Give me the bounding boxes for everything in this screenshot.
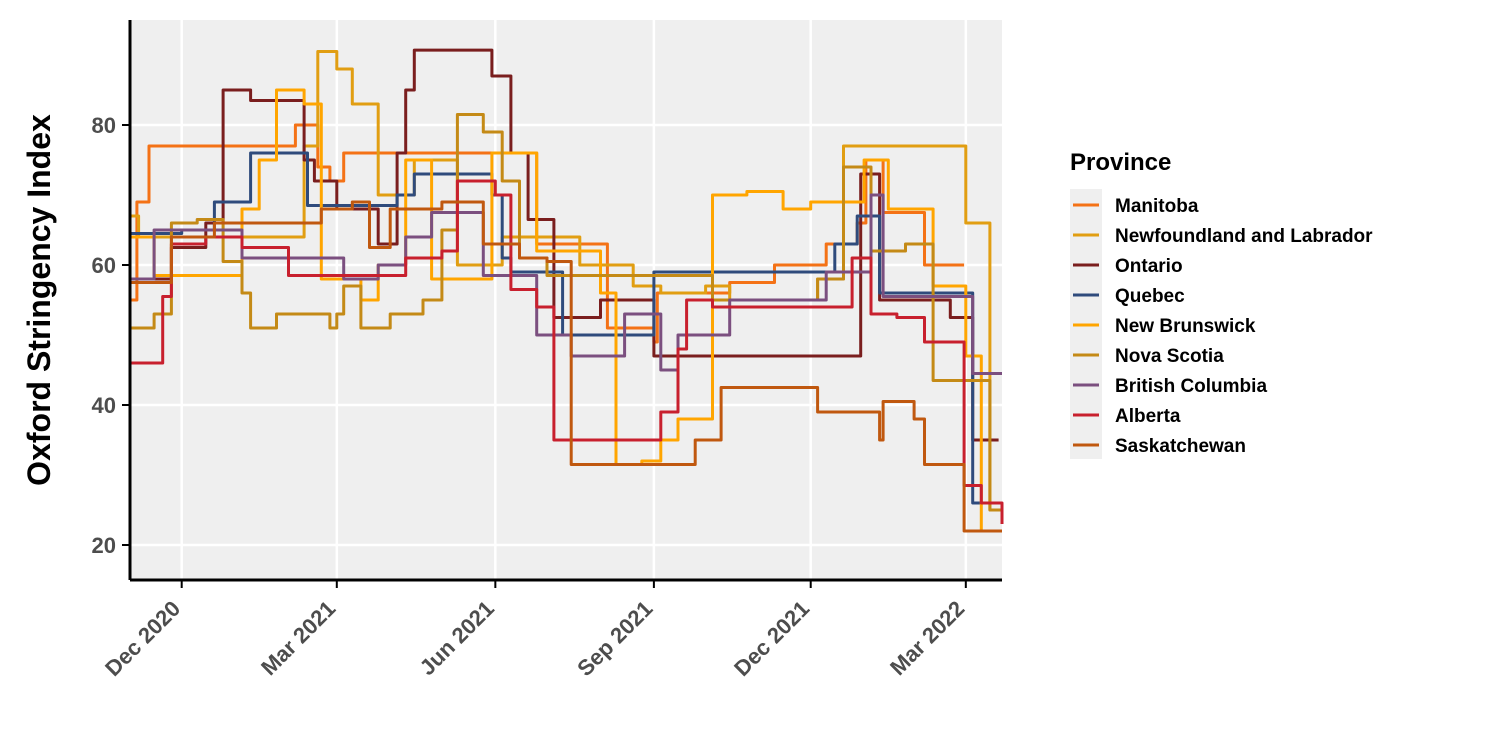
legend-label-saskatchewan: Saskatchewan [1115, 436, 1246, 457]
legend-label-new-brunswick: New Brunswick [1115, 316, 1256, 337]
y-tick-label: 40 [92, 393, 116, 418]
y-tick-label: 60 [92, 253, 116, 278]
x-axis-ticks: Dec 2020 Mar 2021 Jun 2021 Sep 2021 Dec 2021… [100, 580, 969, 681]
legend-label-nova-scotia: Nova Scotia [1115, 346, 1224, 367]
legend-label-british-columbia: British Columbia [1115, 376, 1267, 397]
legend: Province Manitoba Newfoundland and Labrad… [1070, 149, 1373, 459]
series-line-new-brunswick [130, 88, 1002, 533]
series-line-nova-scotia [130, 113, 1002, 512]
legend-label-newfoundland-and-labrador: Newfoundland and Labrador [1115, 226, 1373, 247]
x-tick-label: Dec 2021 [729, 596, 814, 681]
x-tick-label: Mar 2022 [885, 596, 969, 680]
x-tick-label: Jun 2021 [415, 596, 499, 680]
legend-label-ontario: Ontario [1115, 256, 1183, 277]
x-tick-label: Dec 2020 [100, 596, 185, 681]
x-tick-label: Sep 2021 [572, 596, 657, 681]
series-line-quebec [130, 151, 999, 505]
series-lines [130, 48, 1004, 533]
legend-items: Manitoba Newfoundland and Labrador Ontario… [1073, 196, 1373, 457]
series-line-alberta [130, 179, 1004, 524]
series-line-saskatchewan [130, 200, 1002, 533]
y-axis-ticks: 20 40 60 80 [92, 113, 130, 558]
legend-label-quebec: Quebec [1115, 286, 1185, 307]
y-axis-title: Oxford Stringency Index [21, 114, 57, 486]
legend-label-manitoba: Manitoba [1115, 196, 1199, 217]
legend-title: Province [1070, 149, 1171, 176]
x-tick-label: Mar 2021 [256, 596, 340, 680]
y-tick-label: 20 [92, 533, 116, 558]
legend-label-alberta: Alberta [1115, 406, 1181, 427]
y-tick-label: 80 [92, 113, 116, 138]
